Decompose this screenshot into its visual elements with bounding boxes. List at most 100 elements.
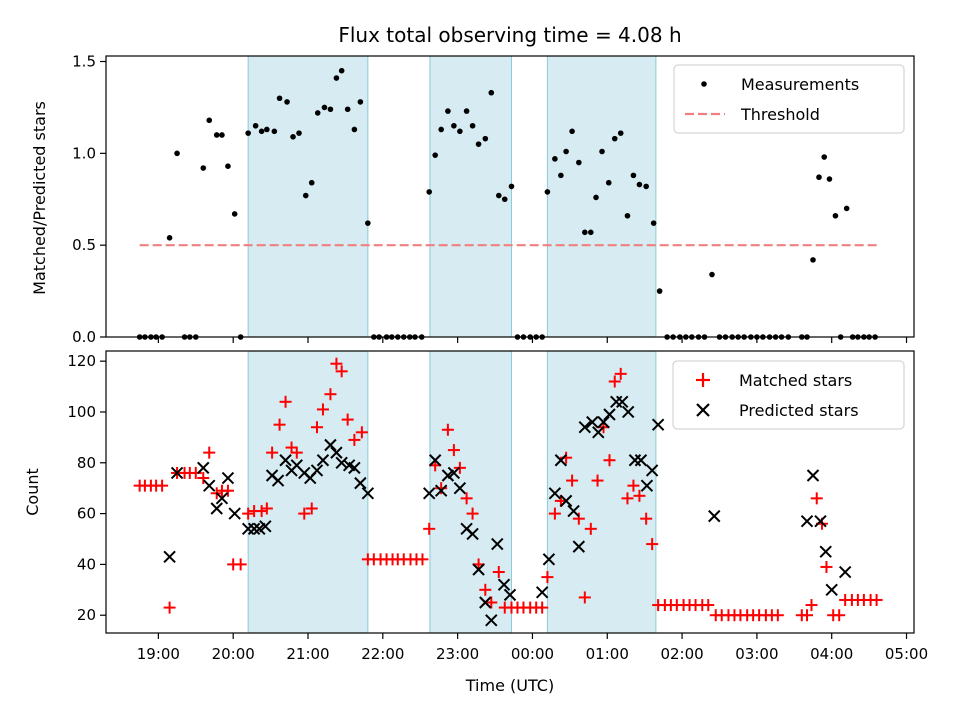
chart-title: Flux total observing time = 4.08 h <box>338 23 681 47</box>
measurement-point <box>245 130 251 136</box>
measurement-point <box>576 159 582 166</box>
measurement-point <box>219 132 225 138</box>
ratio-panel: 0.0 0.5 1.0 1.5 Matched/Predicted stars Mea… <box>30 53 915 346</box>
matched-star-point <box>447 444 460 457</box>
predicted-star-point <box>324 438 337 452</box>
matched-star-point <box>441 423 454 436</box>
predicted-star-point <box>559 494 573 508</box>
predicted-star-point <box>466 527 479 541</box>
ratio-y-tick-label: 0.0 <box>72 328 96 346</box>
predicted-star-point <box>203 479 216 492</box>
matched-star-point <box>627 479 640 492</box>
predicted-star-point <box>485 614 498 627</box>
legend-predicted-marker <box>696 403 710 417</box>
legend-measurements-label: Measurements <box>741 75 859 94</box>
ratio-y-tick-label: 1.0 <box>72 144 96 162</box>
measurement-point <box>611 135 618 142</box>
measurement-point <box>475 141 482 147</box>
matched-star-point <box>310 421 323 434</box>
predicted-star-point <box>548 487 562 500</box>
counts-y-tick-label: 80 <box>77 454 96 472</box>
matched-star-point <box>355 426 368 439</box>
matched-star-point <box>536 601 549 614</box>
predicted-star-point <box>472 563 485 576</box>
predicted-star-point <box>819 545 832 558</box>
measurement-point <box>231 211 238 217</box>
measurement-point <box>563 148 569 155</box>
measurement-point <box>166 235 173 241</box>
measurement-point <box>333 75 340 81</box>
predicted-star-point <box>838 565 852 579</box>
counts-y-tick-label: 60 <box>77 505 96 523</box>
predicted-star-point <box>640 479 654 492</box>
matched-star-point <box>435 482 448 495</box>
matched-star-point <box>298 507 311 520</box>
predicted-star-point <box>479 596 492 609</box>
predicted-star-point <box>497 578 511 591</box>
matched-star-point <box>870 593 883 606</box>
matched-star-point <box>242 507 255 520</box>
counts-y-tick-label: 100 <box>67 403 96 421</box>
predicted-star-point <box>800 515 814 528</box>
matched-star-point <box>453 461 466 474</box>
measurement-point <box>321 104 328 111</box>
measurement-point <box>495 192 502 199</box>
matched-star-point <box>305 502 318 515</box>
measurement-point <box>816 174 822 181</box>
predicted-star-point <box>586 415 599 429</box>
matched-star-point <box>341 413 354 426</box>
measurement-point <box>810 257 816 263</box>
counts-y-tick-label: 20 <box>77 606 96 624</box>
measurement-point <box>488 89 495 96</box>
predicted-star-point <box>453 481 467 495</box>
measurement-point <box>445 108 451 114</box>
matched-star-point <box>584 522 597 535</box>
matched-star-point <box>541 571 554 584</box>
matched-star-point <box>820 560 833 573</box>
legend-matched-label: Matched stars <box>739 371 852 390</box>
predicted-star-point <box>567 504 580 518</box>
x-tick-label: 04:00 <box>810 645 853 663</box>
predicted-star-point <box>651 418 665 431</box>
x-tick-label: 22:00 <box>361 645 404 663</box>
predicted-star-point <box>210 502 223 515</box>
measurement-point <box>709 271 715 278</box>
matched-star-point <box>423 522 436 535</box>
matched-star-point <box>633 489 646 502</box>
measurement-point <box>469 122 476 129</box>
legend-threshold-label: Threshold <box>740 105 820 124</box>
matched-star-point <box>702 599 715 612</box>
counts-y-axis-label: Count <box>23 468 42 516</box>
predicted-star-point <box>361 487 375 500</box>
measurement-point <box>508 183 515 190</box>
measurement-point <box>569 128 575 135</box>
measurement-point <box>544 189 551 195</box>
predicted-star-point <box>503 588 517 602</box>
matched-star-point <box>810 492 823 505</box>
matched-star-point <box>614 367 627 380</box>
measurement-point <box>344 106 351 113</box>
predicted-star-point <box>572 540 586 553</box>
measurement-point <box>327 106 334 113</box>
predicted-star-point <box>634 454 648 467</box>
predicted-star-point <box>603 408 616 421</box>
predicted-star-point <box>806 469 820 482</box>
predicted-star-point <box>215 492 229 505</box>
predicted-star-point <box>247 522 261 536</box>
predicted-star-point <box>279 454 292 467</box>
predicted-star-point <box>535 586 549 599</box>
measurement-point <box>582 229 588 236</box>
measurement-point <box>264 126 270 133</box>
ratio-legend: Measurements Threshold <box>673 64 905 134</box>
x-tick-label: 05:00 <box>885 645 928 663</box>
measurement-point <box>588 229 594 236</box>
matched-star-point <box>646 538 659 551</box>
measurement-point <box>832 212 839 219</box>
measurement-point <box>338 67 345 74</box>
measurement-point <box>426 189 433 195</box>
measurement-point <box>656 288 663 294</box>
matched-star-point <box>591 474 604 487</box>
predicted-star-point <box>491 537 504 551</box>
legend-matched-marker <box>696 373 710 387</box>
matched-star-point <box>221 484 234 497</box>
